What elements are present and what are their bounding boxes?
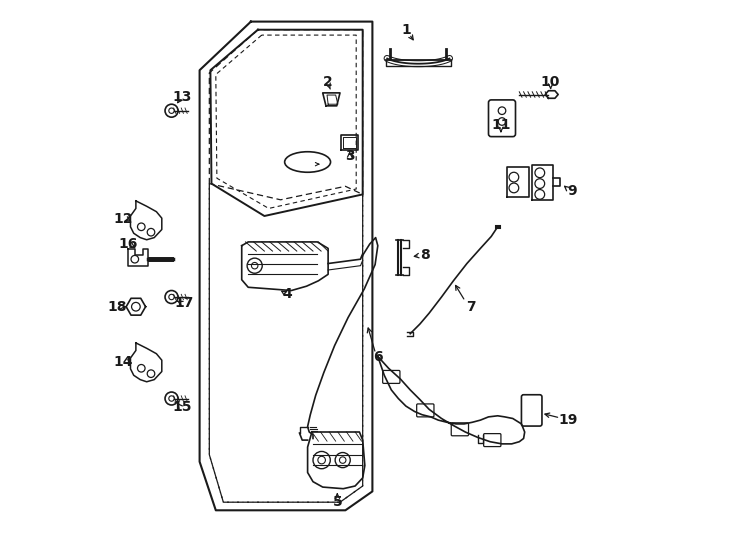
Text: 18: 18 bbox=[108, 300, 127, 314]
Text: 4: 4 bbox=[282, 287, 292, 301]
Text: 2: 2 bbox=[323, 75, 333, 89]
Text: 13: 13 bbox=[172, 90, 192, 104]
Text: 17: 17 bbox=[175, 296, 195, 310]
Text: 10: 10 bbox=[541, 75, 560, 89]
Text: 6: 6 bbox=[373, 350, 382, 365]
Text: 11: 11 bbox=[491, 118, 511, 132]
Text: 14: 14 bbox=[113, 355, 133, 369]
Text: 7: 7 bbox=[466, 300, 476, 314]
Text: 5: 5 bbox=[333, 495, 342, 509]
Text: 19: 19 bbox=[558, 413, 578, 427]
Text: 16: 16 bbox=[119, 237, 138, 251]
Text: 8: 8 bbox=[421, 248, 430, 262]
Text: 12: 12 bbox=[113, 212, 133, 226]
Text: 1: 1 bbox=[401, 23, 411, 37]
Text: 9: 9 bbox=[567, 184, 577, 198]
Text: 3: 3 bbox=[345, 148, 355, 163]
Text: 15: 15 bbox=[172, 400, 192, 414]
